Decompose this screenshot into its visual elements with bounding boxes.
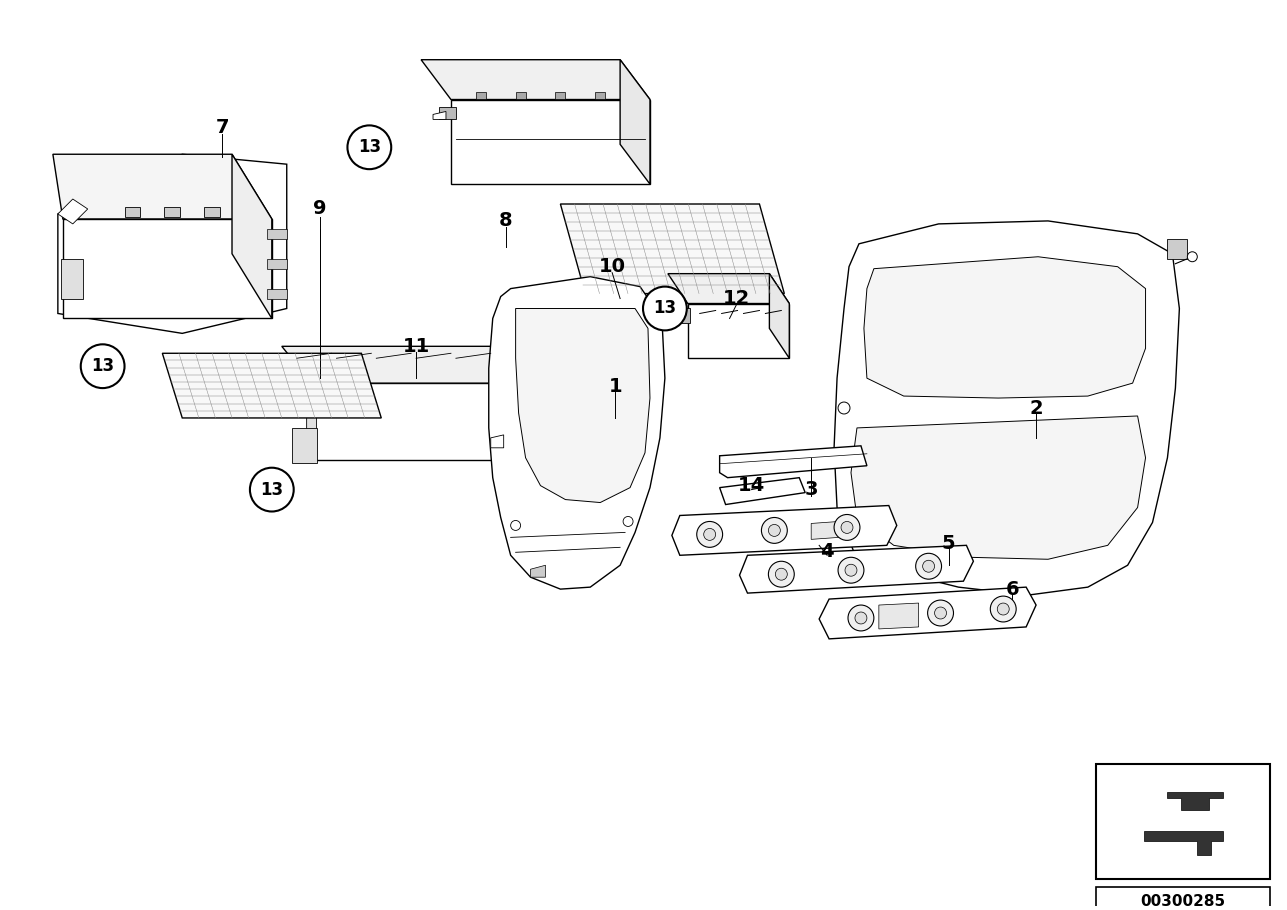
- Polygon shape: [489, 277, 665, 589]
- Text: 8: 8: [499, 211, 512, 230]
- Circle shape: [838, 557, 864, 583]
- Polygon shape: [1144, 831, 1223, 854]
- Text: 13: 13: [358, 138, 381, 157]
- Polygon shape: [205, 207, 220, 217]
- Polygon shape: [819, 587, 1036, 639]
- Text: 13: 13: [1109, 770, 1133, 788]
- Circle shape: [347, 126, 391, 169]
- Polygon shape: [740, 545, 973, 593]
- Polygon shape: [1167, 792, 1223, 810]
- Polygon shape: [560, 204, 784, 294]
- Circle shape: [696, 521, 722, 547]
- Circle shape: [934, 607, 946, 619]
- Circle shape: [762, 518, 788, 543]
- Circle shape: [775, 568, 788, 581]
- Polygon shape: [719, 446, 867, 478]
- Circle shape: [511, 521, 521, 531]
- Text: 7: 7: [215, 118, 229, 136]
- Polygon shape: [306, 390, 317, 458]
- Text: 13: 13: [91, 358, 115, 375]
- Text: 3: 3: [804, 480, 819, 499]
- Circle shape: [855, 612, 867, 624]
- Polygon shape: [432, 111, 447, 119]
- Polygon shape: [530, 565, 546, 577]
- Polygon shape: [266, 258, 287, 268]
- Circle shape: [848, 605, 874, 631]
- Polygon shape: [834, 221, 1179, 595]
- Polygon shape: [282, 347, 521, 383]
- Polygon shape: [668, 274, 789, 304]
- Polygon shape: [770, 274, 789, 359]
- Polygon shape: [63, 219, 272, 318]
- Polygon shape: [508, 398, 525, 408]
- Circle shape: [81, 344, 125, 388]
- Polygon shape: [1095, 764, 1270, 879]
- Circle shape: [834, 514, 860, 541]
- Text: 6: 6: [1005, 580, 1019, 599]
- Polygon shape: [719, 478, 806, 504]
- Polygon shape: [58, 199, 88, 224]
- Polygon shape: [665, 312, 680, 320]
- Polygon shape: [439, 107, 456, 119]
- Polygon shape: [595, 92, 605, 98]
- Circle shape: [704, 529, 716, 541]
- Text: 00300285: 00300285: [1140, 895, 1225, 909]
- Polygon shape: [672, 308, 690, 323]
- Polygon shape: [162, 353, 381, 418]
- Circle shape: [846, 564, 857, 576]
- Circle shape: [1188, 252, 1197, 262]
- Text: 11: 11: [403, 337, 430, 356]
- Circle shape: [768, 561, 794, 587]
- Text: 5: 5: [942, 534, 955, 553]
- Text: 12: 12: [723, 289, 750, 308]
- Polygon shape: [53, 155, 272, 219]
- Polygon shape: [58, 155, 287, 333]
- Polygon shape: [516, 308, 650, 502]
- Circle shape: [623, 517, 633, 526]
- Polygon shape: [851, 416, 1145, 560]
- Polygon shape: [879, 603, 919, 629]
- Circle shape: [928, 600, 954, 626]
- Polygon shape: [266, 288, 287, 298]
- Text: 9: 9: [313, 199, 327, 218]
- Polygon shape: [490, 435, 503, 448]
- Text: 14: 14: [737, 476, 764, 495]
- Text: 13: 13: [260, 480, 283, 499]
- Circle shape: [768, 524, 780, 536]
- Polygon shape: [421, 60, 650, 99]
- Circle shape: [838, 402, 849, 414]
- Text: 13: 13: [654, 299, 677, 318]
- Polygon shape: [266, 229, 287, 238]
- Polygon shape: [60, 258, 82, 298]
- Circle shape: [840, 521, 853, 533]
- Polygon shape: [620, 60, 650, 184]
- Circle shape: [923, 561, 934, 572]
- Circle shape: [990, 596, 1017, 622]
- Polygon shape: [864, 257, 1145, 398]
- Polygon shape: [516, 92, 525, 98]
- Polygon shape: [311, 383, 521, 460]
- Text: 1: 1: [609, 377, 622, 396]
- Polygon shape: [508, 428, 525, 438]
- Polygon shape: [490, 347, 521, 460]
- Polygon shape: [811, 521, 839, 540]
- Polygon shape: [125, 207, 140, 217]
- Text: 4: 4: [820, 541, 834, 561]
- Polygon shape: [232, 155, 272, 318]
- Text: 10: 10: [598, 258, 625, 277]
- Polygon shape: [1167, 238, 1188, 258]
- Circle shape: [915, 553, 942, 579]
- Text: 2: 2: [1030, 399, 1042, 418]
- Circle shape: [644, 287, 687, 330]
- Circle shape: [997, 603, 1009, 615]
- Circle shape: [250, 468, 293, 511]
- Polygon shape: [165, 207, 180, 217]
- Polygon shape: [292, 428, 317, 463]
- Polygon shape: [476, 92, 485, 98]
- Polygon shape: [450, 99, 650, 184]
- Polygon shape: [672, 506, 897, 555]
- Polygon shape: [687, 304, 789, 359]
- Polygon shape: [1095, 886, 1270, 910]
- Polygon shape: [556, 92, 565, 98]
